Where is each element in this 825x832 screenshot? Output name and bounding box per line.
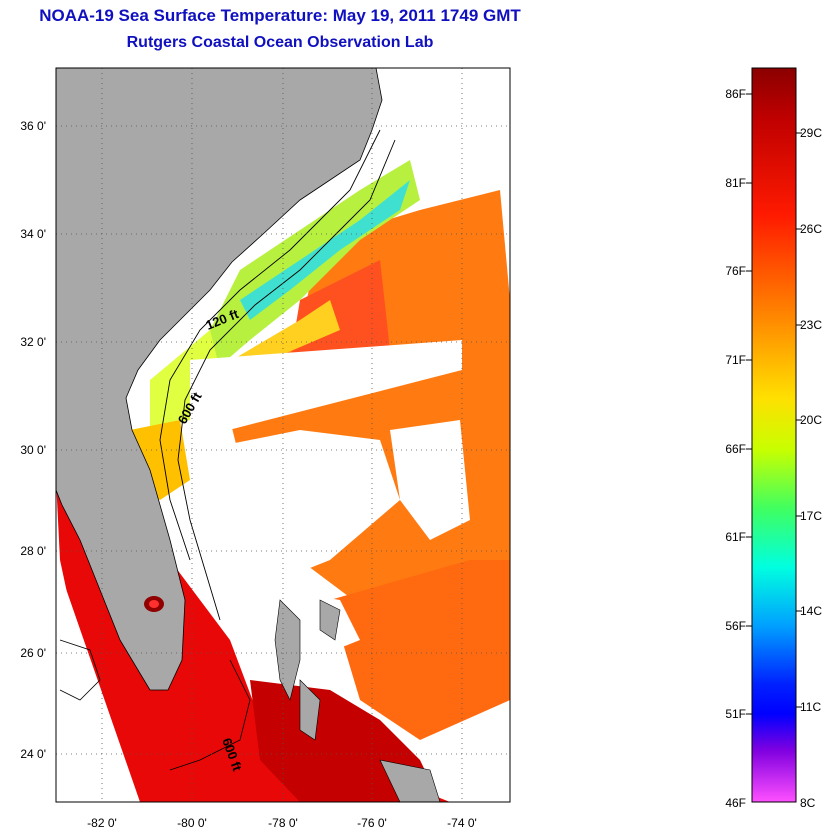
lat-label-30: 30 0' — [20, 443, 46, 457]
lat-label-36: 36 0' — [20, 119, 46, 133]
contour-120ft — [159, 129, 381, 561]
cb-label-76f: 76F — [725, 264, 746, 278]
map-subtitle: Rutgers Coastal Ocean Observation Lab — [126, 34, 434, 51]
lon-label-80: -80 0' — [177, 816, 207, 830]
cb-label-23c: 23C — [800, 318, 822, 332]
cb-label-71f: 71F — [725, 353, 746, 367]
lon-label-74: -74 0' — [447, 816, 477, 830]
lat-label-34: 34 0' — [20, 227, 46, 241]
cb-label-11c: 11C — [800, 700, 821, 714]
lat-label-32: 32 0' — [20, 335, 46, 349]
cb-label-29c: 29C — [800, 126, 822, 140]
lat-label-26: 26 0' — [20, 646, 46, 660]
cb-label-14c: 14C — [800, 604, 822, 618]
cb-label-56f: 56F — [725, 619, 746, 633]
contour-600ft — [177, 139, 396, 621]
map-title: NOAA-19 Sea Surface Temperature: May 19,… — [39, 6, 521, 25]
cb-label-8c: 8C — [800, 796, 816, 810]
cb-label-61f: 61F — [725, 530, 746, 544]
cb-label-86f: 86F — [725, 87, 746, 101]
lon-label-76: -76 0' — [357, 816, 387, 830]
cloud-swath — [190, 340, 462, 440]
lon-label-78: -78 0' — [268, 816, 298, 830]
cb-label-26c: 26C — [800, 222, 822, 236]
cb-label-81f: 81F — [725, 176, 746, 190]
cb-label-66f: 66F — [725, 442, 746, 456]
map-frame — [55, 67, 511, 803]
colorbar — [751, 67, 797, 803]
map-grid — [56, 68, 510, 802]
land-mass — [56, 68, 383, 691]
lat-label-28: 28 0' — [20, 544, 46, 558]
cb-label-46f: 46F — [725, 796, 746, 810]
cb-label-17c: 17C — [800, 509, 822, 523]
lon-label-82: -82 0' — [87, 816, 117, 830]
cb-label-20c: 20C — [800, 413, 822, 427]
lat-label-24: 24 0' — [20, 747, 46, 761]
cb-label-51f: 51F — [725, 707, 746, 721]
